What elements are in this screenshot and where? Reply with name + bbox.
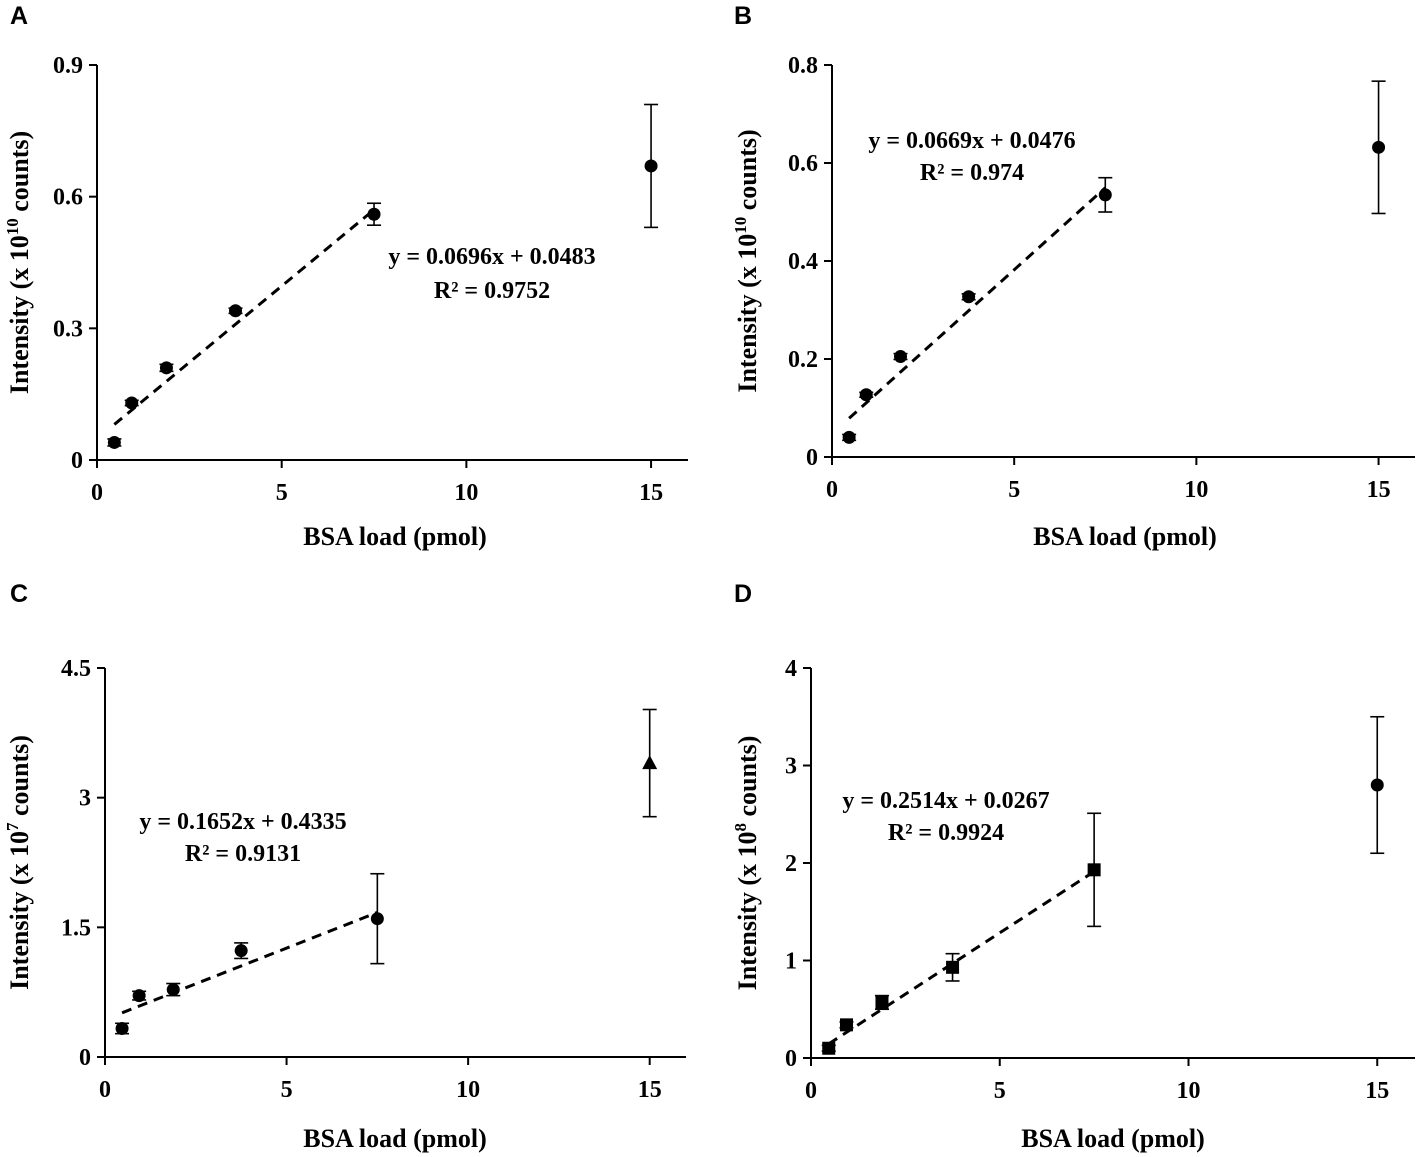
y-tick-label: 0.6 (53, 185, 83, 211)
regression-equation: y = 0.2514x + 0.0267 (842, 788, 1049, 814)
y-axis-title: Intensity (x 108 counts) (731, 736, 762, 991)
data-point (962, 290, 976, 304)
data-point (107, 435, 121, 449)
y-axis-title-exponent: 10 (3, 218, 22, 235)
x-tick-label: 10 (454, 480, 478, 506)
r-squared: R² = 0.9924 (888, 820, 1004, 846)
y-axis-title: Intensity (x 1010 counts) (3, 131, 34, 394)
x-axis-title: BSA load (pmol) (303, 1124, 487, 1153)
y-axis-title-suffix: counts) (5, 131, 34, 218)
r-squared: R² = 0.9131 (185, 841, 301, 867)
data-point (842, 430, 856, 444)
y-axis-title-suffix: counts) (733, 736, 762, 823)
panel-label: C (10, 580, 28, 608)
regression-equation: y = 0.0669x + 0.0476 (868, 128, 1075, 154)
x-tick-label: 15 (638, 1077, 662, 1103)
y-axis-title-prefix: Intensity (x 10 (733, 234, 762, 393)
data-point (839, 1018, 853, 1032)
data-point (642, 755, 658, 770)
data-point (644, 159, 658, 173)
panel-label: D (734, 580, 752, 608)
regression-equation: y = 0.1652x + 0.4335 (139, 809, 346, 835)
x-axis-title: BSA load (pmol) (1021, 1124, 1205, 1153)
y-tick-label: 0.8 (788, 53, 818, 79)
data-point (159, 361, 173, 375)
y-axis-title: Intensity (x 1010 counts) (731, 129, 762, 392)
y-axis-title-prefix: Intensity (x 10 (5, 831, 34, 990)
data-point (822, 1041, 836, 1055)
panel-d: D 0 1 2 3 4 0 5 10 15 BSA load (pmol) Intensity (x … (731, 580, 1415, 1153)
trendline (113, 208, 375, 426)
x-tick-label: 0 (99, 1077, 111, 1103)
y-tick-label: 3 (79, 786, 91, 812)
data-point (1372, 140, 1386, 154)
data-point (859, 388, 873, 402)
data-point (115, 1021, 129, 1035)
x-tick-label: 0 (805, 1078, 817, 1104)
data-point (894, 350, 908, 364)
x-axis-title: BSA load (pmol) (303, 522, 487, 551)
data-point (229, 304, 243, 318)
x-tick-label: 15 (639, 480, 663, 506)
y-tick-label: 1.5 (61, 915, 91, 941)
r-squared: R² = 0.9752 (434, 278, 550, 304)
panel-b: B 0 0.2 0.4 0.6 0.8 0 5 10 15 BSA load (pmol) Inten… (731, 2, 1415, 551)
x-tick-label: 10 (1184, 477, 1208, 503)
y-axis-title-suffix: counts) (733, 129, 762, 216)
x-tick-label: 5 (1008, 477, 1020, 503)
panel-a: A 0 0.3 0.6 0.9 0 5 10 15 BSA load (pmol) Intensit… (3, 2, 688, 551)
y-tick-label: 0.3 (53, 316, 83, 342)
y-axis-title-suffix: counts) (5, 735, 34, 822)
y-tick-label: 0.9 (53, 53, 83, 79)
y-tick-label: 1 (785, 949, 797, 975)
y-tick-label: 0 (806, 445, 818, 471)
data-point (125, 396, 139, 410)
y-axis-title-prefix: Intensity (x 10 (5, 235, 34, 394)
x-tick-label: 5 (281, 1077, 293, 1103)
y-tick-label: 0 (785, 1046, 797, 1072)
data-point (132, 989, 146, 1003)
y-axis-title-exponent: 8 (731, 823, 750, 832)
trendline (121, 911, 378, 1015)
data-point (1370, 778, 1384, 792)
y-tick-label: 0 (79, 1045, 91, 1071)
y-axis-title-exponent: 10 (731, 217, 750, 234)
x-tick-label: 15 (1367, 477, 1391, 503)
data-point (946, 960, 960, 974)
x-tick-label: 5 (994, 1078, 1006, 1104)
y-axis-title: Intensity (x 107 counts) (3, 735, 34, 990)
trendline (827, 870, 1095, 1046)
y-tick-label: 0 (71, 448, 83, 474)
data-point (370, 912, 384, 926)
data-point (1087, 863, 1101, 877)
y-tick-label: 4 (785, 656, 797, 682)
x-tick-label: 5 (276, 480, 288, 506)
y-tick-label: 0.4 (788, 249, 818, 275)
data-point (234, 944, 248, 958)
y-tick-label: 3 (785, 754, 797, 780)
data-point (367, 207, 381, 221)
trendline (848, 186, 1107, 420)
y-tick-label: 4.5 (61, 656, 91, 682)
panel-label: A (10, 2, 28, 30)
data-point (875, 995, 889, 1009)
data-point (166, 983, 180, 997)
regression-equation: y = 0.0696x + 0.0483 (388, 244, 595, 270)
x-tick-label: 10 (1177, 1078, 1201, 1104)
x-tick-label: 15 (1365, 1078, 1389, 1104)
panel-label: B (734, 2, 752, 30)
y-axis-title-prefix: Intensity (x 10 (733, 832, 762, 991)
x-tick-label: 0 (91, 480, 103, 506)
data-point (1098, 188, 1112, 202)
y-tick-label: 0.6 (788, 151, 818, 177)
y-tick-label: 0.2 (788, 347, 818, 373)
x-tick-label: 0 (826, 477, 838, 503)
panel-c: C 0 1.5 3 4.5 0 5 10 15 BSA load (pmol) Intensity … (3, 580, 686, 1153)
x-axis-title: BSA load (pmol) (1033, 522, 1217, 551)
x-tick-label: 10 (456, 1077, 480, 1103)
r-squared: R² = 0.974 (920, 160, 1024, 186)
y-axis-title-exponent: 7 (3, 822, 22, 831)
y-tick-label: 2 (785, 851, 797, 877)
